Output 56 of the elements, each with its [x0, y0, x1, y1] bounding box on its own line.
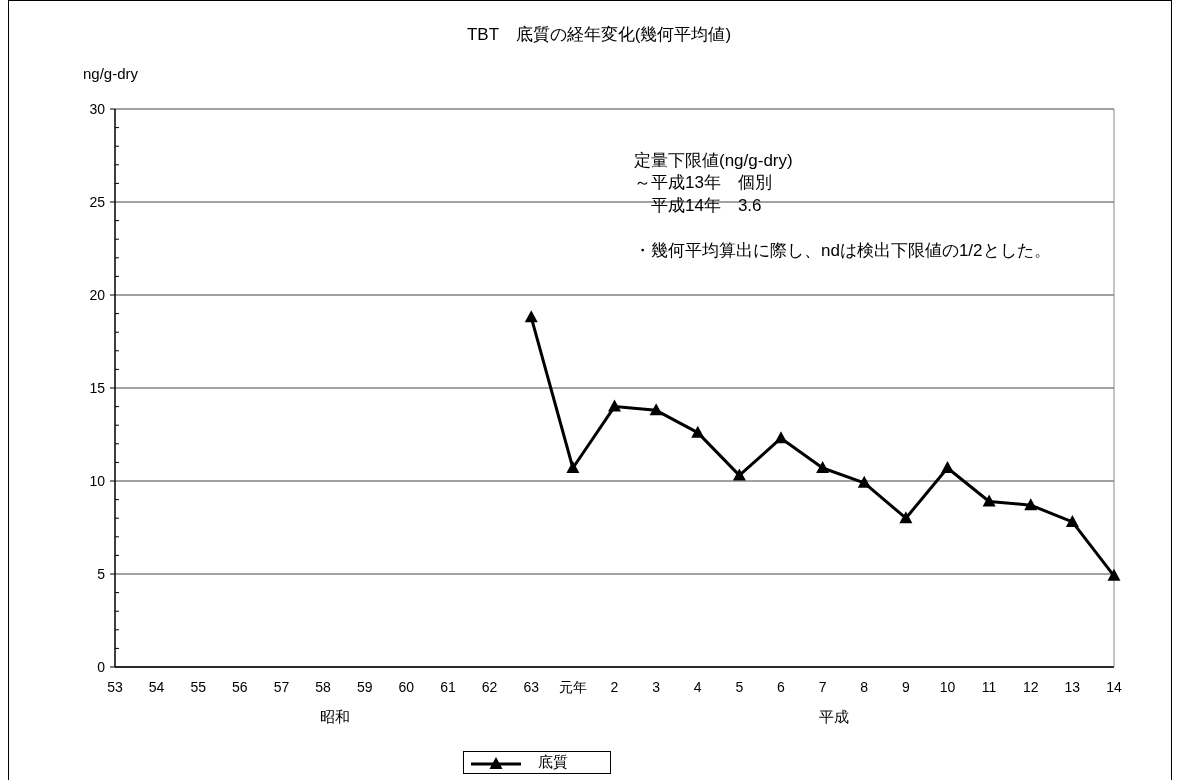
point — [1065, 514, 1079, 527]
x-tick-label: 53 — [107, 678, 123, 695]
y-tick-label: 25 — [89, 193, 106, 210]
x-tick-label: 元年 — [558, 678, 587, 695]
point — [1107, 568, 1121, 581]
y-tick-label: 10 — [89, 472, 106, 489]
x-tick-label: 13 — [1064, 678, 1081, 695]
point — [899, 511, 913, 524]
legend-label: 底質 — [538, 753, 568, 772]
chart-title: TBT 底質の経年変化(幾何平均値) — [466, 23, 732, 46]
annotation: ～平成13年 個別 — [634, 171, 772, 194]
x-tick-label: 55 — [190, 678, 207, 695]
x-tick-label: 62 — [481, 678, 498, 695]
point — [816, 460, 830, 473]
x-tick-label: 11 — [981, 678, 997, 695]
point — [566, 460, 580, 473]
y-tick-label: 5 — [97, 565, 106, 582]
x-tick-label: 9 — [901, 678, 910, 695]
x-tick-label: 3 — [652, 678, 661, 695]
x-tick-label: 14 — [1106, 678, 1122, 695]
x-tick-label: 58 — [315, 678, 332, 695]
y-tick-label: 20 — [89, 286, 106, 303]
annotation: 平成14年 3.6 — [650, 194, 762, 216]
annotation: 定量下限値(ng/g-dry) — [634, 149, 793, 171]
point — [691, 425, 705, 438]
point — [774, 431, 788, 444]
point — [524, 310, 538, 323]
point — [941, 460, 954, 473]
y-tick-label: 0 — [97, 658, 106, 675]
point — [608, 399, 621, 412]
point — [857, 475, 871, 488]
text: 昭和 — [320, 707, 350, 727]
x-tick-label: 57 — [273, 678, 290, 695]
x-tick-label: 6 — [777, 678, 786, 695]
y-tick-label: 30 — [89, 100, 106, 117]
x-tick-label: 4 — [693, 678, 702, 695]
x-tick-label: 12 — [1022, 678, 1039, 695]
x-tick-label: 10 — [939, 678, 956, 695]
x-tick-label: 7 — [818, 678, 827, 695]
x-tick-label: 2 — [610, 678, 619, 695]
x-tick-label: 5 — [735, 678, 744, 695]
x-tick-label: 61 — [440, 678, 456, 695]
x-tick-label: 59 — [356, 678, 373, 695]
y-axis-title: ng/g-dry — [83, 64, 139, 82]
point — [982, 494, 996, 507]
x-tick-label: 60 — [398, 678, 415, 695]
x-tick-label: 54 — [148, 678, 165, 695]
y-tick-label: 15 — [89, 379, 106, 396]
x-tick-label: 63 — [523, 678, 540, 695]
x-tick-label: 8 — [860, 678, 869, 695]
point — [732, 468, 746, 481]
text: 平成 — [819, 707, 849, 727]
annotation: ・幾何平均算出に際し、ndは検出下限値の1/2とした。 — [634, 239, 1051, 261]
point — [649, 403, 663, 416]
point — [1024, 498, 1038, 511]
x-tick-label: 56 — [232, 678, 248, 695]
